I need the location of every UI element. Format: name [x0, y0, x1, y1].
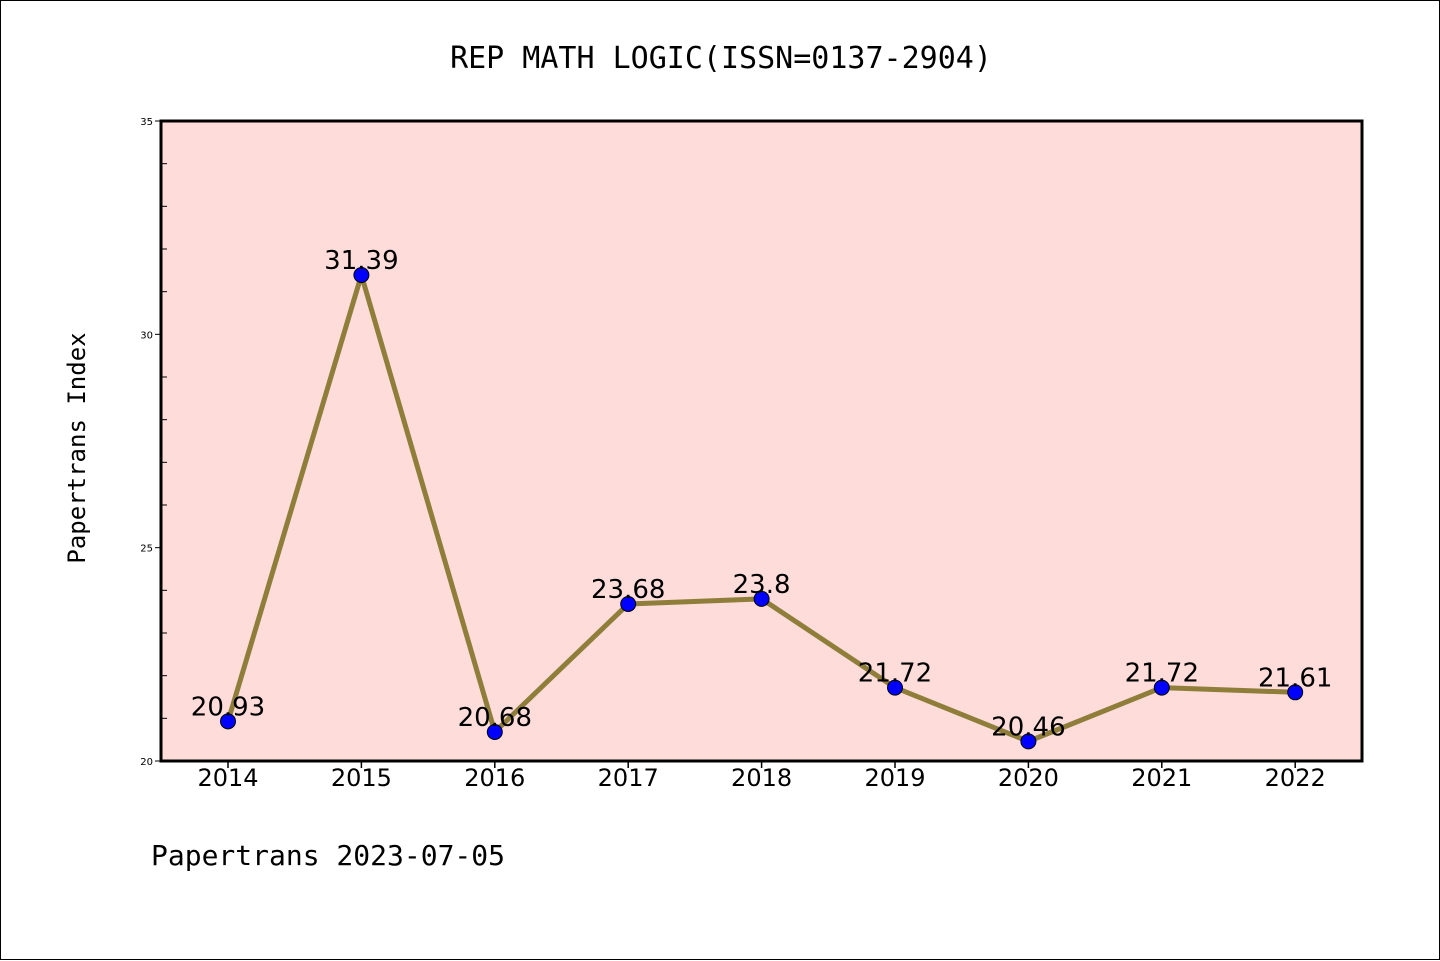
y-axis: 20 25 30 35	[140, 117, 167, 768]
data-point-marker	[1287, 684, 1304, 701]
y-tick-label: 20	[140, 757, 153, 768]
data-label: 20.93	[191, 692, 265, 722]
series-line-group	[220, 267, 1304, 750]
y-tick-label: 25	[140, 544, 153, 555]
x-tick-label: 2017	[598, 764, 659, 792]
data-label: 21.72	[1125, 659, 1199, 689]
x-axis: 2014 2015 2016 2017 2018 2019 2020 2021 2022	[197, 761, 1326, 792]
data-label: 20.68	[458, 703, 532, 733]
data-point-marker	[1153, 679, 1170, 696]
data-label: 23.8	[733, 570, 791, 600]
plot-area	[159, 119, 1364, 763]
x-tick-label: 2022	[1265, 764, 1326, 792]
data-point-marker	[486, 723, 503, 740]
data-point-marker	[887, 679, 903, 696]
data-label: 21.61	[1258, 663, 1332, 693]
x-tick-label: 2021	[1131, 764, 1192, 792]
x-tick-label: 2016	[464, 764, 525, 792]
data-point-marker	[620, 595, 637, 612]
data-point-marker	[353, 267, 370, 284]
y-axis-label: Papertrans Index	[63, 332, 91, 563]
x-tick-label: 2018	[731, 764, 792, 792]
data-label-group: 20.93 31.39 20.68 23.68 23.8 21.72 20.46 21.72 2…	[191, 246, 1333, 742]
data-point-marker	[220, 713, 236, 730]
y-tick-label: 35	[140, 117, 153, 128]
data-label: 31.39	[324, 246, 398, 276]
chart-title: REP MATH LOGIC(ISSN=0137-2904)	[450, 41, 992, 76]
data-label: 21.72	[858, 659, 932, 689]
footer-date-text: Papertrans 2023-07-05	[151, 839, 505, 872]
x-tick-label: 2014	[197, 764, 258, 792]
data-label: 23.68	[591, 575, 665, 605]
x-tick-label: 2019	[864, 764, 925, 792]
x-tick-label: 2020	[998, 764, 1059, 792]
data-point-marker	[753, 590, 770, 607]
x-tick-label: 2015	[331, 764, 392, 792]
y-tick-label: 30	[140, 330, 153, 341]
data-point-marker	[1020, 733, 1037, 750]
data-label: 20.46	[991, 712, 1065, 742]
